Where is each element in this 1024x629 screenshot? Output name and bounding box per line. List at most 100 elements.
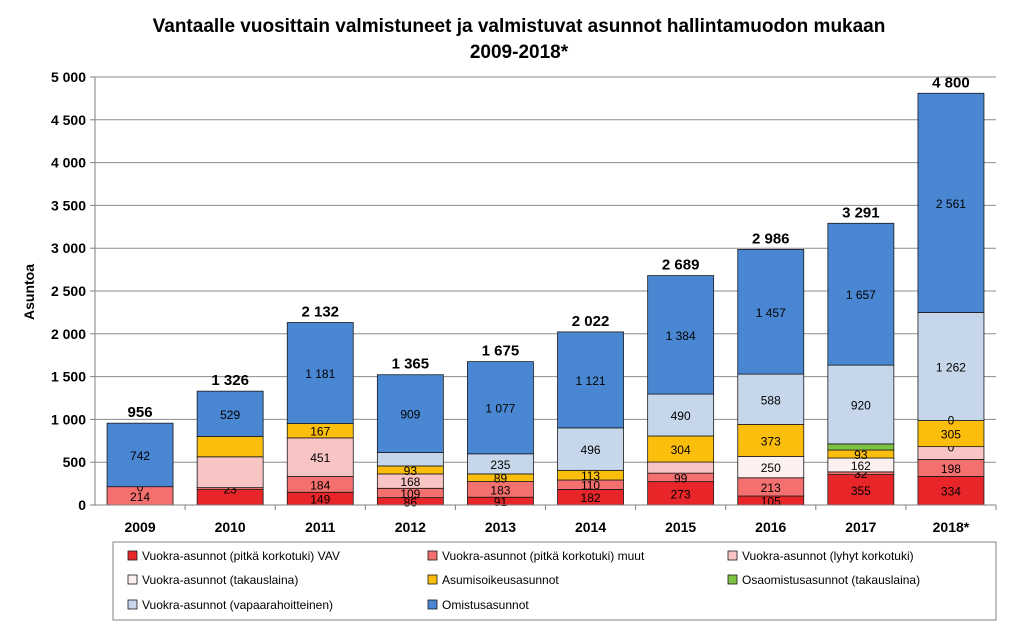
y-axis-label: Asuntoa	[21, 264, 37, 320]
legend-swatch	[427, 550, 438, 561]
x-tick-label: 2018*	[933, 519, 970, 535]
x-tick-label: 2011	[305, 519, 336, 535]
data-label: 198	[941, 462, 961, 476]
data-label: 273	[671, 487, 691, 501]
data-label: 113	[581, 469, 600, 483]
total-label: 1 365	[392, 356, 430, 373]
total-label: 2 986	[752, 230, 790, 247]
legend-swatch	[127, 574, 138, 585]
bar-segment	[106, 422, 174, 488]
data-label: 490	[671, 409, 691, 423]
total-label: 2 022	[572, 313, 610, 330]
legend-label: Vuokra-asunnot (pitkä korkotuki) muut	[442, 549, 645, 563]
data-label: 105	[761, 495, 781, 509]
data-label: 355	[851, 484, 871, 498]
legend-label: Vuokra-asunnot (takauslaina)	[142, 573, 298, 587]
legend-swatch	[127, 599, 138, 610]
legend-swatch	[127, 550, 138, 561]
legend-label: Vuokra-asunnot (vapaarahoitteinen)	[142, 598, 333, 612]
x-axis-ticks: 2009 2010 2011 2012 2013 2014 2015 2016 2017 2018…	[124, 505, 997, 535]
x-tick-label: 2012	[395, 519, 426, 535]
bar-segment	[737, 424, 805, 457]
bar-segment	[737, 373, 805, 425]
total-label: 956	[128, 404, 153, 421]
legend: Vuokra-asunnot (pitkä korkotuki) VAV Vuok…	[112, 541, 997, 621]
bar-stack-2015: 273 99 304 490 1 384 2 689	[647, 257, 715, 506]
data-label: 89	[494, 472, 508, 486]
data-label: 110	[581, 479, 600, 493]
data-label: 742	[130, 449, 150, 463]
legend-item: Vuokra-asunnot (vapaarahoitteinen)	[127, 598, 333, 612]
y-tick-label: 2 000	[51, 326, 86, 342]
data-label: 451	[310, 451, 330, 465]
bar-segment	[376, 374, 444, 453]
legend-item: Vuokra-asunnot (lyhyt korkotuki)	[727, 549, 914, 563]
y-tick-label: 1 000	[51, 411, 86, 427]
legend-label: Asumisoikeusasunnot	[442, 573, 559, 587]
data-label: 109	[400, 487, 420, 501]
chart-subtitle: 2009-2018*	[470, 42, 569, 63]
bar-segment	[376, 452, 444, 467]
legend-label: Osaomistusasunnot (takauslaina)	[742, 573, 920, 587]
data-label: 213	[761, 481, 781, 495]
total-label: 2 132	[301, 304, 339, 321]
data-label: 93	[404, 464, 418, 478]
bar-segment	[196, 390, 264, 437]
legend-label: Vuokra-asunnot (lyhyt korkotuki)	[742, 549, 914, 563]
bar-segment	[827, 443, 895, 451]
bar-segment	[286, 322, 354, 424]
data-label: 1 121	[576, 374, 606, 388]
data-label: 1 262	[936, 360, 966, 374]
data-label: 99	[674, 471, 688, 485]
data-label: 0	[948, 413, 955, 427]
y-tick-label: 0	[78, 497, 86, 513]
legend-item: Vuokra-asunnot (pitkä korkotuki) muut	[427, 549, 645, 563]
legend-label: Vuokra-asunnot (pitkä korkotuki) VAV	[142, 549, 340, 563]
legend-item: Vuokra-asunnot (pitkä korkotuki) VAV	[127, 549, 340, 563]
y-tick-label: 1 500	[51, 369, 86, 385]
x-tick-label: 2013	[485, 519, 516, 535]
y-tick-label: 4 000	[51, 155, 86, 171]
bar-segment	[737, 248, 805, 375]
legend-swatch	[427, 599, 438, 610]
bar-segment	[557, 427, 624, 471]
x-tick-label: 2015	[665, 519, 696, 535]
data-label: 91	[494, 495, 508, 509]
x-tick-label: 2016	[755, 519, 786, 535]
data-label: 373	[761, 434, 781, 448]
bar-segment	[557, 331, 624, 429]
data-label: 149	[310, 493, 330, 507]
x-tick-label: 2009	[124, 519, 155, 535]
total-label: 3 291	[842, 204, 880, 221]
data-label: 496	[581, 443, 601, 457]
data-label: 0	[137, 481, 144, 495]
bar-segment	[647, 435, 715, 463]
legend-swatch	[727, 574, 738, 585]
data-label: 235	[490, 458, 510, 472]
data-label: 162	[851, 459, 871, 473]
data-label: 93	[854, 448, 868, 462]
legend-label: Omistusasunnot	[442, 598, 529, 612]
x-tick-label: 2017	[845, 519, 876, 535]
bar-segment	[827, 474, 895, 506]
bar-segment	[917, 312, 985, 421]
data-label: 250	[761, 461, 781, 475]
data-label: 0	[948, 441, 955, 455]
bar-segment	[647, 461, 715, 474]
legend-item: Omistusasunnot	[427, 598, 529, 612]
data-label: 167	[310, 425, 330, 439]
data-label: 184	[310, 478, 330, 492]
y-tick-label: 2 500	[51, 283, 86, 299]
bar-segment	[286, 437, 354, 477]
x-tick-label: 2014	[575, 519, 606, 535]
bar-segment	[917, 92, 985, 313]
legend-swatch	[427, 574, 438, 585]
